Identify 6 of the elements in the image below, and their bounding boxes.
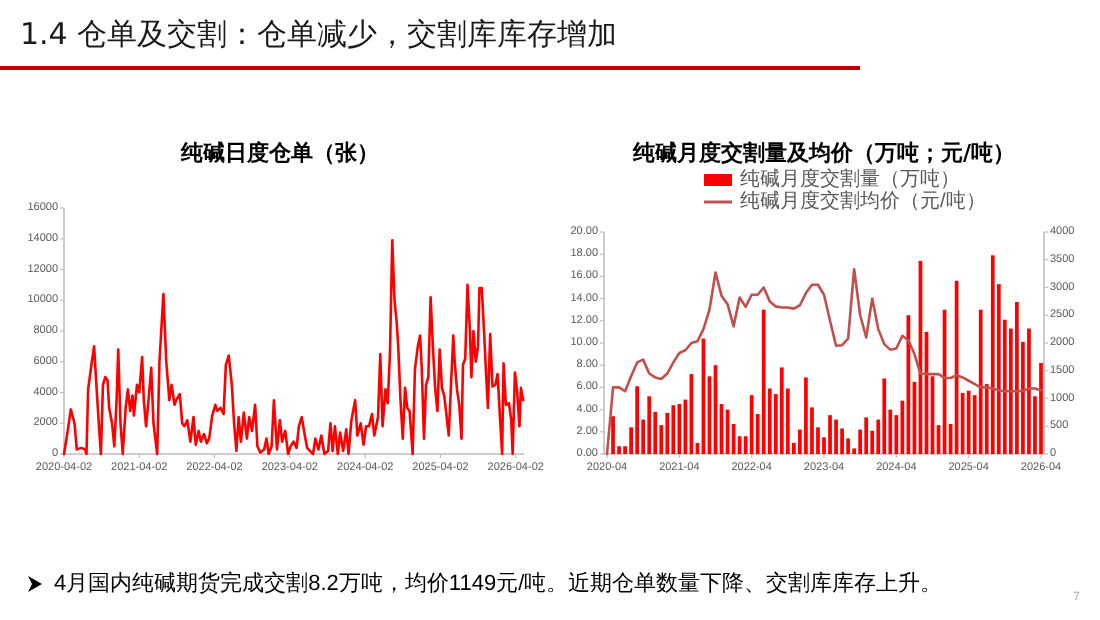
chart-title: 纯碱日度仓单（张） <box>179 140 379 166</box>
text: 1.4 仓单及交割：仓单减少，交割库库存增加 <box>20 16 618 52</box>
chart-title: 纯碱月度交割量及均价（万吨；元/吨） <box>630 140 1016 166</box>
text: 4月国内纯碱期货完成交割8.2万吨，均价1149元/吨。近期仓单数量下降、交割库库存上升。 <box>54 570 943 596</box>
legend-label: 纯碱月度交割量（万吨） <box>740 167 960 191</box>
legend-label: 纯碱月度交割均价（元/吨） <box>740 189 986 213</box>
